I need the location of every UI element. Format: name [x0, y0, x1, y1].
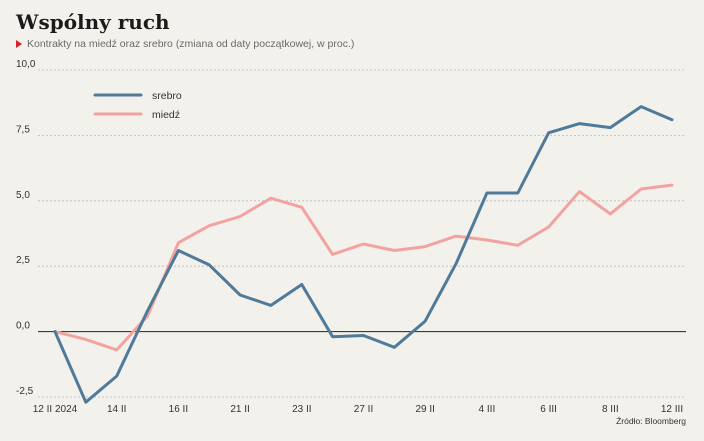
chart-title: Wspólny ruch [16, 10, 170, 34]
y-tick-label: 5,0 [16, 190, 30, 201]
x-tick-label: 4 III [479, 404, 496, 415]
y-tick-label: 7,5 [16, 124, 30, 135]
red-triangle-icon [16, 40, 22, 48]
y-tick-label: 2,5 [16, 255, 30, 266]
chart-subtitle-text: Kontrakty na miedź oraz srebro (zmiana o… [27, 38, 355, 50]
source-note: Źródło: Bloomberg [616, 416, 686, 426]
series-line-miedz [53, 183, 674, 352]
x-tick-label: 6 III [540, 404, 557, 415]
x-tick-label: 12 III [661, 404, 683, 415]
chart-subtitle: Kontrakty na miedź oraz srebro (zmiana o… [16, 38, 354, 50]
x-tick-label: 12 II 2024 [33, 404, 78, 415]
series-line-srebro [53, 105, 674, 404]
x-tick-label: 29 II [415, 404, 434, 415]
y-tick-label: 10,0 [16, 59, 36, 70]
y-tick-label: -2,5 [16, 386, 34, 397]
legend-label: miedź [152, 109, 180, 121]
x-tick-label: 14 II [107, 404, 126, 415]
x-tick-label: 21 II [230, 404, 249, 415]
x-tick-label: 16 II [169, 404, 188, 415]
x-tick-label: 8 III [602, 404, 619, 415]
legend-label: srebro [152, 90, 182, 102]
x-tick-label: 23 II [292, 404, 311, 415]
x-tick-label: 27 II [354, 404, 373, 415]
y-tick-label: 0,0 [16, 321, 30, 332]
